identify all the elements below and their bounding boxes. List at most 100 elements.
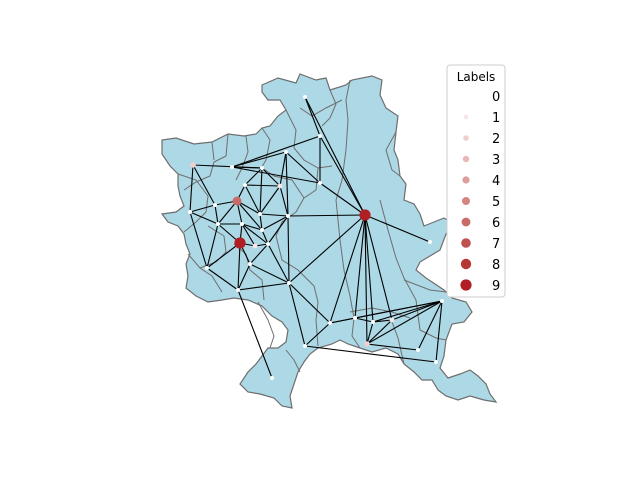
legend-label: 2 (492, 132, 500, 147)
legend-marker (460, 279, 472, 291)
graph-edge (279, 151, 287, 187)
graph-edge (189, 204, 216, 213)
graph-edge (259, 167, 263, 215)
graph-node (434, 360, 438, 364)
graph-edge (259, 185, 281, 215)
graph-edge (237, 282, 290, 291)
graph-edge (261, 215, 289, 231)
district-border (351, 317, 361, 349)
graph-node (440, 299, 444, 303)
graph-node (266, 242, 270, 246)
graph-node (389, 317, 395, 323)
graph-edges (189, 96, 443, 379)
graph-edge (214, 204, 219, 225)
legend-marker (460, 258, 472, 270)
graph-edge (435, 300, 443, 363)
legend-marker (462, 176, 470, 184)
legend-entries: 0 1 2 3 4 5 6 7 8 9 (460, 90, 500, 294)
district-border (335, 79, 351, 201)
district-border (261, 167, 305, 199)
graph-edge (304, 96, 366, 216)
district-border (257, 301, 275, 349)
graph-edge (372, 300, 443, 323)
graph-node (318, 134, 322, 138)
district-border (183, 133, 229, 191)
graph-edge (417, 300, 443, 351)
graph-edge (236, 200, 261, 215)
graph-edge (237, 242, 241, 291)
graph-edge (244, 184, 281, 187)
graph-node (286, 214, 290, 218)
graph-node (252, 243, 258, 249)
region-outline (160, 73, 498, 409)
legend-label: 5 (492, 195, 500, 210)
graph-node (190, 162, 196, 168)
graph-edge (287, 214, 366, 217)
graph-edge (189, 211, 208, 269)
graph-node (188, 210, 192, 214)
graph-edge (249, 263, 290, 284)
legend-marker (461, 238, 471, 248)
graph-edge (237, 289, 273, 379)
graph-edge (287, 215, 290, 284)
graph-edge (241, 223, 256, 247)
graph-node (234, 237, 246, 249)
graph-node (236, 288, 240, 292)
graph-edge (366, 300, 443, 345)
district-border (299, 99, 343, 117)
graph-edge (304, 322, 331, 347)
district-border (285, 349, 301, 373)
graph-node (230, 165, 234, 169)
district-border (335, 199, 355, 319)
graph-node (277, 183, 283, 189)
graph-node (260, 166, 264, 170)
legend-label: 6 (492, 216, 500, 231)
district-borders (177, 79, 447, 373)
district-border (187, 253, 223, 293)
graph-edge (372, 319, 393, 323)
region-map (160, 73, 498, 409)
graph-node (243, 183, 247, 187)
graph-edge (189, 164, 194, 213)
district-border (419, 329, 447, 341)
legend-label: 7 (492, 237, 500, 252)
graph-edge (259, 213, 263, 231)
graph-edge (249, 243, 269, 265)
district-border (275, 235, 319, 347)
graph-edge (304, 96, 321, 137)
graph-edge (231, 135, 321, 168)
graph-node (371, 320, 375, 324)
graph-node (303, 344, 307, 348)
graph-edge (189, 211, 219, 225)
graph-edge (231, 166, 321, 184)
legend-marker (462, 155, 470, 163)
district-border (385, 131, 401, 177)
graph-node (260, 228, 264, 232)
district-border (403, 279, 447, 293)
graph-edge (231, 151, 287, 168)
graph-node (303, 95, 307, 99)
legend-marker (461, 217, 471, 227)
graph-node (364, 341, 370, 347)
graph-edge (285, 151, 289, 217)
graph-edge (364, 214, 374, 323)
graph-node (270, 376, 274, 380)
legend-marker (463, 114, 469, 120)
graph-edge (304, 345, 437, 363)
legend: Labels 0 1 2 3 4 5 6 7 8 9 (446, 64, 506, 298)
graph-edge (244, 184, 261, 215)
graph-edge (354, 300, 443, 319)
legend-label: 0 (492, 90, 500, 105)
graph-node (359, 209, 371, 221)
graph-edge (217, 200, 238, 225)
legend-box (446, 64, 506, 298)
graph-edge (364, 214, 368, 345)
graph-edge (241, 223, 263, 231)
graph-edge (261, 167, 281, 187)
district-border (259, 127, 271, 171)
graph-node (318, 181, 322, 185)
legend-label: 3 (492, 153, 500, 168)
graph-edge (354, 317, 374, 323)
graph-node (416, 348, 420, 352)
